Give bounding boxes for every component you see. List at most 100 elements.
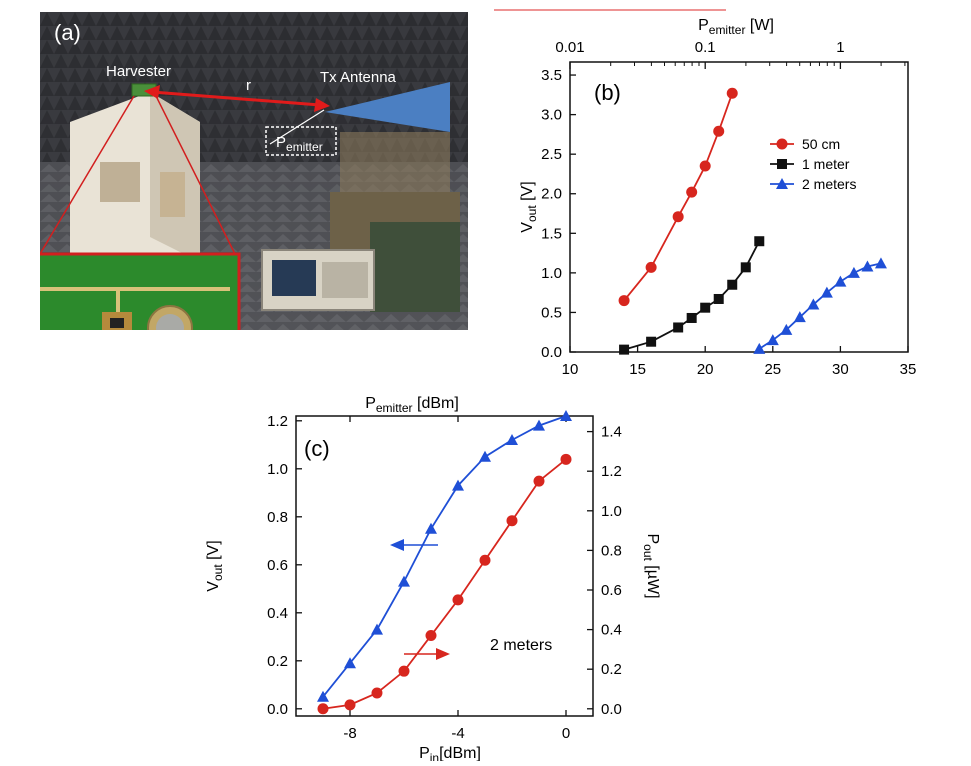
chart-b-data-point — [700, 302, 711, 313]
chart-b-series-line — [623, 92, 734, 302]
chart-c-y-tick-label: 0.2 — [267, 653, 288, 670]
chart-c-x-tick-label: -8 — [343, 725, 356, 742]
chart-b-data-point — [699, 160, 711, 172]
chart-b: 10 15 20 25 30 35 0.0 0.5 1.0 1.5 2.0 2.5 3.0 3.5 0.… — [490, 4, 930, 384]
chart-c-y-tick-label: 1.0 — [267, 461, 288, 478]
chart-c-data-point — [479, 554, 491, 566]
chart-b-legend-marker — [777, 159, 787, 169]
chart-b-data-point — [874, 257, 887, 269]
chart-b-legend-label: 1 meter — [802, 156, 850, 172]
chart-b-panel-label: (b) — [594, 80, 621, 105]
chart-b-data-point — [834, 275, 847, 287]
chart-c-x-axis-title: Pin[dBm] — [419, 745, 481, 761]
chart-b-y-tick-label: 3.0 — [541, 107, 562, 124]
right-axis-arrow — [404, 648, 450, 660]
chart-c-data-point — [560, 410, 572, 421]
panel-a-label: (a) — [54, 20, 81, 45]
chart-b-y-tick-label: 0.0 — [541, 344, 562, 361]
chart-c-series-line — [322, 415, 567, 698]
chart-b-series-line — [758, 262, 882, 350]
chart-c-data-point — [425, 630, 437, 642]
chart-b-legend-label: 2 meters — [802, 176, 856, 192]
chart-c-svg: -8 -4 0 0.0 0.2 0.4 0.6 0.8 1.0 1.2 0.0 0.2 0.4 0.6… — [205, 395, 661, 765]
chart-b-data-point — [673, 322, 684, 333]
chart-b-data-point — [726, 87, 738, 99]
chart-b-data-point — [766, 334, 779, 346]
harvester-label: Harvester — [106, 63, 171, 80]
chart-b-data-point — [754, 236, 765, 247]
chart-b-data-point — [780, 323, 793, 335]
chart-b-data-point — [753, 342, 766, 354]
chart-c-y2-tick-label: 0.4 — [601, 622, 622, 639]
chart-b-y-tick-label: 0.5 — [541, 304, 562, 321]
chart-c-y-tick-label: 0.0 — [267, 701, 288, 718]
left-axis-arrow — [390, 539, 438, 551]
chart-b-data-point — [686, 186, 698, 198]
chart-b-legend-marker — [776, 138, 788, 150]
chart-c-data-point — [452, 594, 464, 606]
chart-c-data-point — [533, 419, 545, 431]
chart-c-data-point — [425, 522, 437, 534]
emitter-box — [265, 126, 337, 156]
chart-c-data-point — [344, 699, 356, 711]
chart-c-top-axis-title: Pemitter [dBm] — [365, 395, 459, 415]
chart-c-y-tick-label: 0.4 — [267, 605, 288, 622]
chart-c-data-point — [371, 623, 383, 635]
chart-b-top-tick-label: 0.1 — [695, 39, 716, 56]
chart-b-x-tick-label: 25 — [764, 361, 781, 378]
chart-c-y-tick-label: 0.8 — [267, 509, 288, 526]
chart-c-annotation: 2 meters — [490, 637, 552, 654]
photo-panel: Pemitter (a) Harvester r Tx Antenna — [10, 12, 468, 360]
chart-b-y-tick-label: 2.5 — [541, 146, 562, 163]
antenna-label: Tx Antenna — [320, 69, 397, 86]
chart-b-x-tick-label: 30 — [832, 361, 849, 378]
chart-b-data-point — [847, 266, 860, 278]
emitter-label: Pemitter — [276, 134, 323, 154]
chart-b-data-point — [861, 260, 874, 272]
chart-c-y2-axis-title: Pout [µW] — [641, 533, 660, 598]
chart-c-y-tick-label: 1.2 — [267, 413, 288, 430]
distance-label: r — [246, 77, 251, 94]
chart-b-y-tick-label: 2.0 — [541, 186, 562, 203]
chart-c-frame — [295, 415, 594, 717]
chart-c-y2-tick-label: 1.2 — [601, 463, 622, 480]
chart-b-y-axis-title: Vout [V] — [519, 181, 539, 232]
distance-arrow — [151, 90, 321, 107]
chart-b-data-point — [807, 298, 820, 310]
chart-c-data-point — [506, 515, 518, 527]
chart-b-svg: 10 15 20 25 30 35 0.0 0.5 1.0 1.5 2.0 2.5 3.0 3.5 0.… — [494, 9, 917, 378]
chart-b-data-point — [820, 286, 833, 298]
chart-b-series-line — [623, 240, 761, 351]
chart-c-data-point — [317, 703, 329, 715]
chart-c-data-point — [317, 690, 329, 702]
chart-b-x-tick-label: 15 — [629, 361, 646, 378]
chart-b-frame — [569, 61, 909, 353]
chart-c-data-point — [371, 687, 383, 699]
pcb-inset — [10, 252, 241, 360]
chart-c-data-point — [398, 575, 410, 587]
chart-b-data-point — [619, 344, 630, 355]
chart-b-data-point — [713, 125, 725, 137]
chart-b-data-point — [713, 293, 724, 304]
chart-c-y2-tick-label: 0.6 — [601, 582, 622, 599]
chart-b-data-point — [618, 295, 630, 307]
chart-c-data-point — [506, 434, 518, 445]
chart-b-top-axis-title: Pemitter [W] — [698, 17, 774, 37]
chart-c-y2-tick-label: 1.4 — [601, 424, 622, 441]
chart-b-legend-marker — [776, 178, 788, 189]
chart-b-x-tick-label: 20 — [697, 361, 714, 378]
chart-c-y2-tick-label: 0.0 — [601, 701, 622, 718]
chart-c-data-point — [479, 450, 491, 462]
chart-b-top-tick-label: 1 — [836, 39, 844, 56]
chart-b-data-point — [645, 261, 657, 273]
chart-b-x-tick-label: 35 — [900, 361, 917, 378]
chart-b-data-point — [740, 262, 751, 273]
chart-c-data-point — [398, 665, 410, 677]
chart-c-data-point — [452, 479, 464, 491]
chart-c-panel-label: (c) — [304, 436, 330, 461]
chart-b-data-point — [727, 279, 738, 290]
chart-b-data-point — [672, 211, 684, 223]
chart-c-data-point — [560, 453, 572, 465]
chart-c-x-tick-label: -4 — [451, 725, 464, 742]
chart-b-top-tick-label: 0.01 — [555, 39, 584, 56]
